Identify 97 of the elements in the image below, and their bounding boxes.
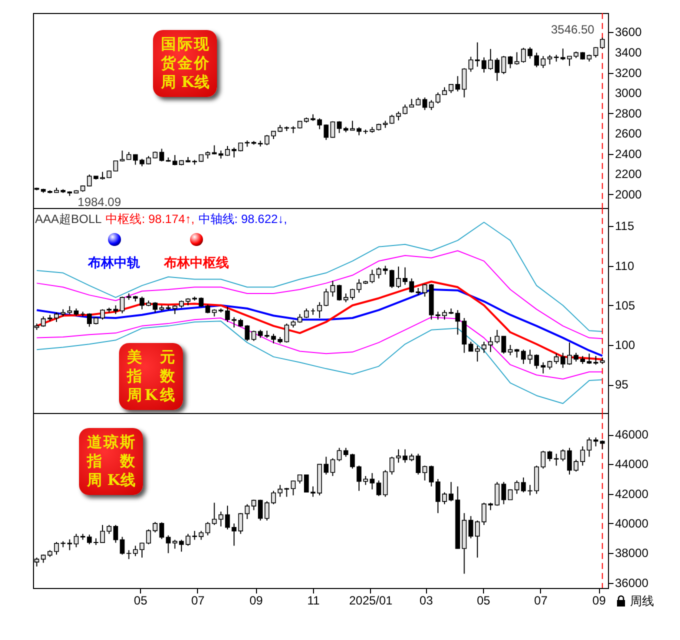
candlestick [304, 308, 309, 319]
annotation: 中轴线: 98.622↓, [198, 211, 288, 228]
x-tick-label: 03 [420, 594, 434, 608]
x-tick-label: 09 [249, 594, 264, 608]
candlestick [166, 534, 171, 554]
text: 道琼斯指数周 K线 [87, 433, 136, 490]
y-tick-label: 2600 [615, 126, 642, 141]
y-tick-label: 3400 [615, 46, 642, 60]
candlestick [382, 470, 388, 498]
candlestick [113, 524, 118, 544]
candlestick [455, 310, 460, 336]
text: 周线 [630, 593, 654, 610]
y-tick-label: 36000 [615, 576, 649, 590]
candlestick [468, 341, 474, 352]
legend-label: 布林中轨 [88, 256, 140, 271]
candlestick [554, 353, 559, 364]
candlestick [540, 450, 546, 470]
annotation: AAA超BOLL [35, 211, 102, 228]
candlestick [113, 160, 118, 172]
candlestick [547, 54, 552, 65]
candlestick [416, 453, 421, 476]
x-tick-label: 2025/01 [349, 594, 393, 608]
x-tick-label: 05 [134, 594, 148, 608]
candlestick [455, 76, 460, 92]
candlestick [205, 522, 210, 536]
y-tick-label: 38000 [615, 546, 649, 560]
y-tick-label: 3600 [615, 25, 642, 40]
y-tick-label: 44000 [615, 457, 649, 472]
candlestick [159, 148, 164, 162]
candlestick [422, 96, 428, 111]
y-tick-label: 2000 [615, 187, 642, 202]
candlestick [198, 296, 204, 308]
candlestick [370, 472, 375, 490]
candlestick [336, 284, 342, 302]
line-series [36, 320, 603, 404]
candlestick [336, 120, 342, 134]
candlestick [370, 269, 375, 284]
candlestick [501, 336, 506, 354]
candlestick [540, 56, 546, 69]
candlestick [508, 56, 513, 69]
y-tick-label: 3200 [615, 66, 642, 80]
candlestick [422, 283, 428, 298]
candlestick [376, 266, 382, 279]
candlestick [468, 516, 474, 539]
candlestick [330, 280, 336, 298]
text: 美元指数周K线 [127, 348, 175, 405]
annotation: 3546.50 [550, 22, 595, 37]
x-tick-label: 09 [592, 594, 606, 608]
candlestick [159, 522, 164, 540]
annotation: 中枢线: 98.174↑, [106, 211, 194, 228]
candlestick [244, 504, 250, 520]
candlestick [422, 465, 428, 481]
candlestick [74, 533, 79, 548]
y-tick-label: 2400 [615, 146, 642, 161]
candlestick [462, 68, 467, 98]
candlestick [468, 56, 474, 72]
candlestick [212, 502, 217, 526]
candlestick [376, 480, 382, 497]
candlestick [462, 318, 467, 354]
candlestick [508, 344, 513, 356]
y-tick-label: 105 [615, 298, 636, 312]
candlestick [540, 362, 546, 374]
line-series [36, 250, 603, 340]
candlestick [600, 37, 605, 50]
candlestick [284, 323, 290, 344]
y-tick-label: 110 [615, 258, 634, 273]
candlestick [586, 353, 592, 364]
candlestick [120, 150, 125, 162]
candlestick [251, 330, 256, 342]
x-tick-label: 07 [534, 594, 548, 608]
candlestick [554, 453, 559, 466]
annotation: 1984.09 [78, 194, 122, 209]
candlestick [336, 447, 342, 462]
y-tick-label: 40000 [615, 516, 649, 530]
x-tick-label: 05 [476, 594, 491, 608]
y-tick-label: 2200 [615, 167, 642, 182]
candlestick [120, 296, 125, 314]
candlestick [290, 480, 296, 496]
y-tick-label: 2800 [615, 106, 642, 120]
candlestick [501, 55, 506, 75]
y-tick-label: 115 [615, 219, 634, 234]
text: 国际现货金价周 K线 [161, 35, 210, 92]
x-tick-label: 11 [307, 594, 320, 608]
y-tick-label: 3000 [615, 86, 642, 100]
candlestick [547, 450, 552, 462]
y-tick-label: 100 [615, 338, 636, 352]
candlestick [586, 436, 592, 458]
candlestick [593, 46, 598, 58]
candlestick [244, 324, 250, 342]
y-tick-label: 46000 [615, 428, 649, 442]
candlestick [501, 481, 506, 505]
x-tick-label: 07 [191, 594, 205, 608]
candlestick [330, 458, 336, 477]
legend-label: 布林中枢线 [164, 256, 229, 271]
candlestick [120, 536, 125, 556]
y-tick-label: 42000 [615, 486, 649, 501]
y-tick-label: 95 [615, 378, 629, 392]
